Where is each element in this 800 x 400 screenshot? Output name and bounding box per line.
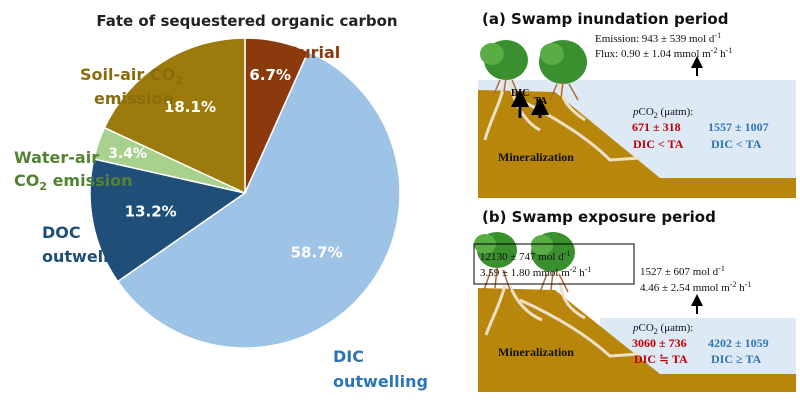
panel-a-left-value: 671 ± 318 [632,120,681,134]
panel-b-right-value: 4202 ± 1059 [708,336,769,350]
panel-b-right-line2: 4.46 ± 2.54 mmol m-2 h-1 [640,280,751,294]
pie-slices [89,37,401,349]
panel-a-flux: Flux: 0.90 ± 1.04 mmol m-2 h-1 [595,46,732,60]
panel-b-right-relation: DIC ≥ TA [711,352,761,366]
label-water-air-line2: CO2 emission [14,171,133,193]
pie-value-water_air: 3.4% [108,146,147,162]
panel-a-roots [483,79,641,162]
panel-b-box-line2: 3.59 ± 1.80 mmol m-2 h-1 [480,265,591,279]
panel-a-right-value: 1557 ± 1007 [708,120,769,134]
panel-b-soil [478,288,796,392]
panel-a-right-relation: DIC < TA [711,137,762,151]
pie-slice-dic [116,50,401,349]
panel-b-box-line1: 12130 ± 747 mol d-1 [480,249,570,263]
pie-value-labels: 6.7% 58.7% 13.2% 3.4% 18.1% [108,66,342,262]
panel-a: (a) Swamp inundation period DIC TA [478,10,796,198]
panel-b-left-value: 3060 ± 736 [632,336,687,350]
panel-b-mineralization: Mineralization [498,345,574,359]
label-soil-air: Soil-air CO2 [80,65,183,87]
panel-a-left-relation: DIC < TA [633,137,684,151]
pie-value-doc: 13.2% [125,202,177,220]
label-soil-air-line2: emission [94,89,174,108]
label-dic-line2: outwelling [333,372,428,391]
pie-slice-soil_air [103,37,246,195]
panel-a-trees [480,40,587,101]
pie-chart: Fate of sequestered organic carbon 6.7% 5… [14,12,428,391]
label-dic: DIC [333,347,364,366]
pie-title: Fate of sequestered organic carbon [96,12,397,30]
panel-a-mineralization: Mineralization [498,150,574,164]
label-doc: DOC [42,223,81,242]
pie-value-soil_air: 18.1% [164,98,216,116]
panel-a-soil [478,90,796,198]
panel-a-pco2-label: pCO2 (μatm): [632,106,693,120]
panel-b: (b) Swamp exposure period 12130 ± 747 mo… [473,208,796,392]
panel-b-pco2-label: pCO2 (μatm): [632,322,693,336]
panel-b-left-relation: DIC ≒ TA [634,352,688,366]
label-doc-line2: outwelling [42,247,137,266]
pie-value-burial: 6.7% [249,66,291,84]
panel-b-flux-box [473,243,635,285]
panel-b-title: (b) Swamp exposure period [482,208,716,226]
label-water-air: Water-air [14,148,99,167]
panel-b-roots [484,281,641,358]
label-burial: Burial [287,43,340,62]
pie-slice-doc [89,158,247,283]
panel-a-title: (a) Swamp inundation period [482,10,728,28]
pie-value-dic: 58.7% [291,243,343,261]
panel-a-emission: Emission: 943 ± 539 mol d-1 [595,31,721,45]
panel-b-right-line1: 1527 ± 607 mol d-1 [640,264,725,278]
panel-a-dic-label: DIC [511,88,529,99]
panel-a-ta-label: TA [534,96,548,107]
